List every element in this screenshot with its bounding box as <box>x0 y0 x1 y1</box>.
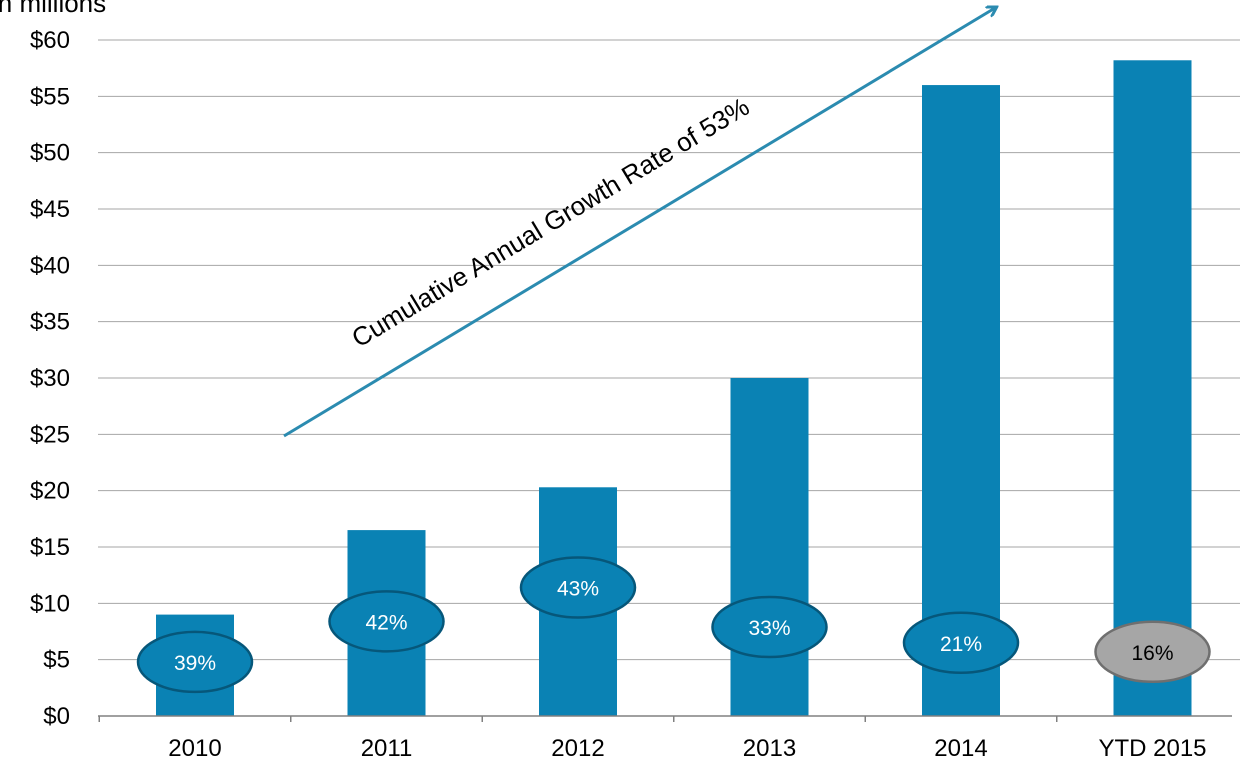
x-tick-label: 2012 <box>551 735 604 762</box>
y-tick-label: $25 <box>30 421 70 448</box>
growth-label: 39% <box>174 652 216 675</box>
growth-annotation: Cumulative Annual Growth Rate of 53% <box>283 8 995 438</box>
y-tick-label: $30 <box>30 365 70 392</box>
x-tick-label: 2013 <box>743 735 796 762</box>
y-tick-label: $20 <box>30 478 70 505</box>
growth-ellipse <box>328 590 445 653</box>
growth-ellipse <box>136 630 254 694</box>
growth-ellipse <box>902 611 1020 675</box>
growth-ellipse <box>519 556 637 619</box>
growth-annotation-text: Cumulative Annual Growth Rate of 53% <box>346 91 754 353</box>
growth-ellipse <box>711 595 828 659</box>
growth-label: 21% <box>940 633 982 656</box>
growth-arrow <box>283 8 995 438</box>
y-tick-label: $55 <box>30 83 70 110</box>
y-tick-label: $15 <box>30 534 70 561</box>
bar <box>730 378 809 716</box>
axes: $0 $5 $10 $15 $20 $25 $30 $35 $40 $45 $50 $55 $60 201… <box>30 27 1232 762</box>
y-tick-label: $10 <box>30 590 70 617</box>
gridlines <box>98 39 1240 661</box>
growth-ellipse <box>1094 620 1211 684</box>
growth-label: 33% <box>748 617 790 640</box>
y-tick-label: $0 <box>43 703 70 730</box>
y-tick-label: $40 <box>30 252 70 279</box>
bar <box>1113 60 1192 716</box>
growth-labels: 39% 42% 43% 33% 21% 16% <box>136 556 1211 694</box>
y-tick-label: $60 <box>30 27 70 54</box>
growth-label: 43% <box>557 578 599 601</box>
x-tick-label: 2010 <box>168 735 221 762</box>
y-tick-label: $5 <box>43 647 70 674</box>
growth-label: 42% <box>365 611 407 634</box>
y-tick-label: $35 <box>30 309 70 336</box>
x-tick-label: 2011 <box>361 735 413 762</box>
growth-label: 16% <box>1131 642 1173 665</box>
y-tick-label: $50 <box>30 140 70 167</box>
y-axis-label: in millions <box>0 0 107 18</box>
bar <box>922 85 1000 717</box>
x-tick-label: 2014 <box>934 735 987 762</box>
x-tick-label: YTD 2015 <box>1098 735 1206 762</box>
y-tick-label: $45 <box>30 196 70 223</box>
